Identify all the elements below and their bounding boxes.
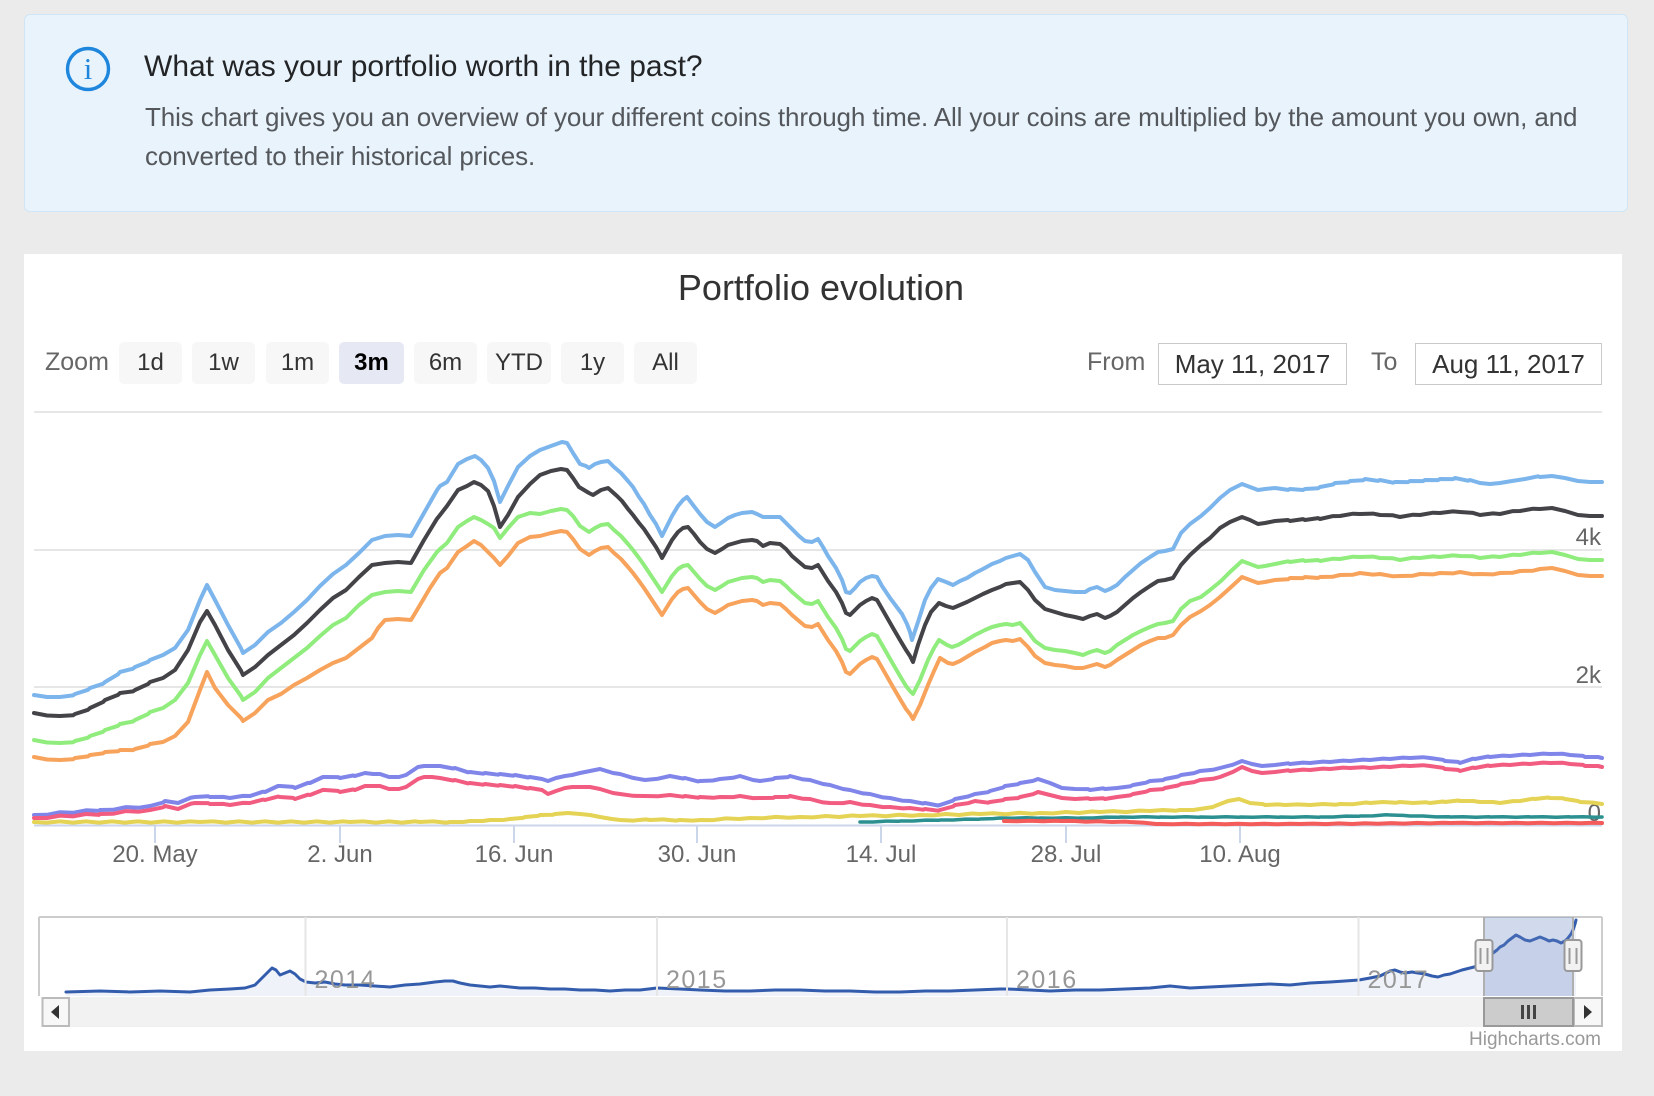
- svg-text:14. Jul: 14. Jul: [846, 841, 917, 868]
- svg-text:20. May: 20. May: [112, 841, 197, 868]
- svg-text:2016: 2016: [1016, 966, 1078, 994]
- svg-text:2015: 2015: [666, 966, 728, 994]
- svg-text:16. Jun: 16. Jun: [475, 841, 554, 868]
- svg-text:10. Aug: 10. Aug: [1199, 841, 1280, 868]
- svg-text:2k: 2k: [1576, 662, 1602, 689]
- svg-text:28. Jul: 28. Jul: [1031, 841, 1102, 868]
- svg-text:0: 0: [1588, 800, 1601, 827]
- svg-text:4k: 4k: [1576, 524, 1602, 551]
- svg-text:Highcharts.com: Highcharts.com: [1469, 1029, 1601, 1050]
- svg-text:2. Jun: 2. Jun: [307, 841, 372, 868]
- svg-text:i: i: [84, 51, 93, 86]
- svg-text:2017: 2017: [1368, 966, 1430, 994]
- svg-text:30. Jun: 30. Jun: [658, 841, 737, 868]
- svg-text:2014: 2014: [315, 966, 377, 994]
